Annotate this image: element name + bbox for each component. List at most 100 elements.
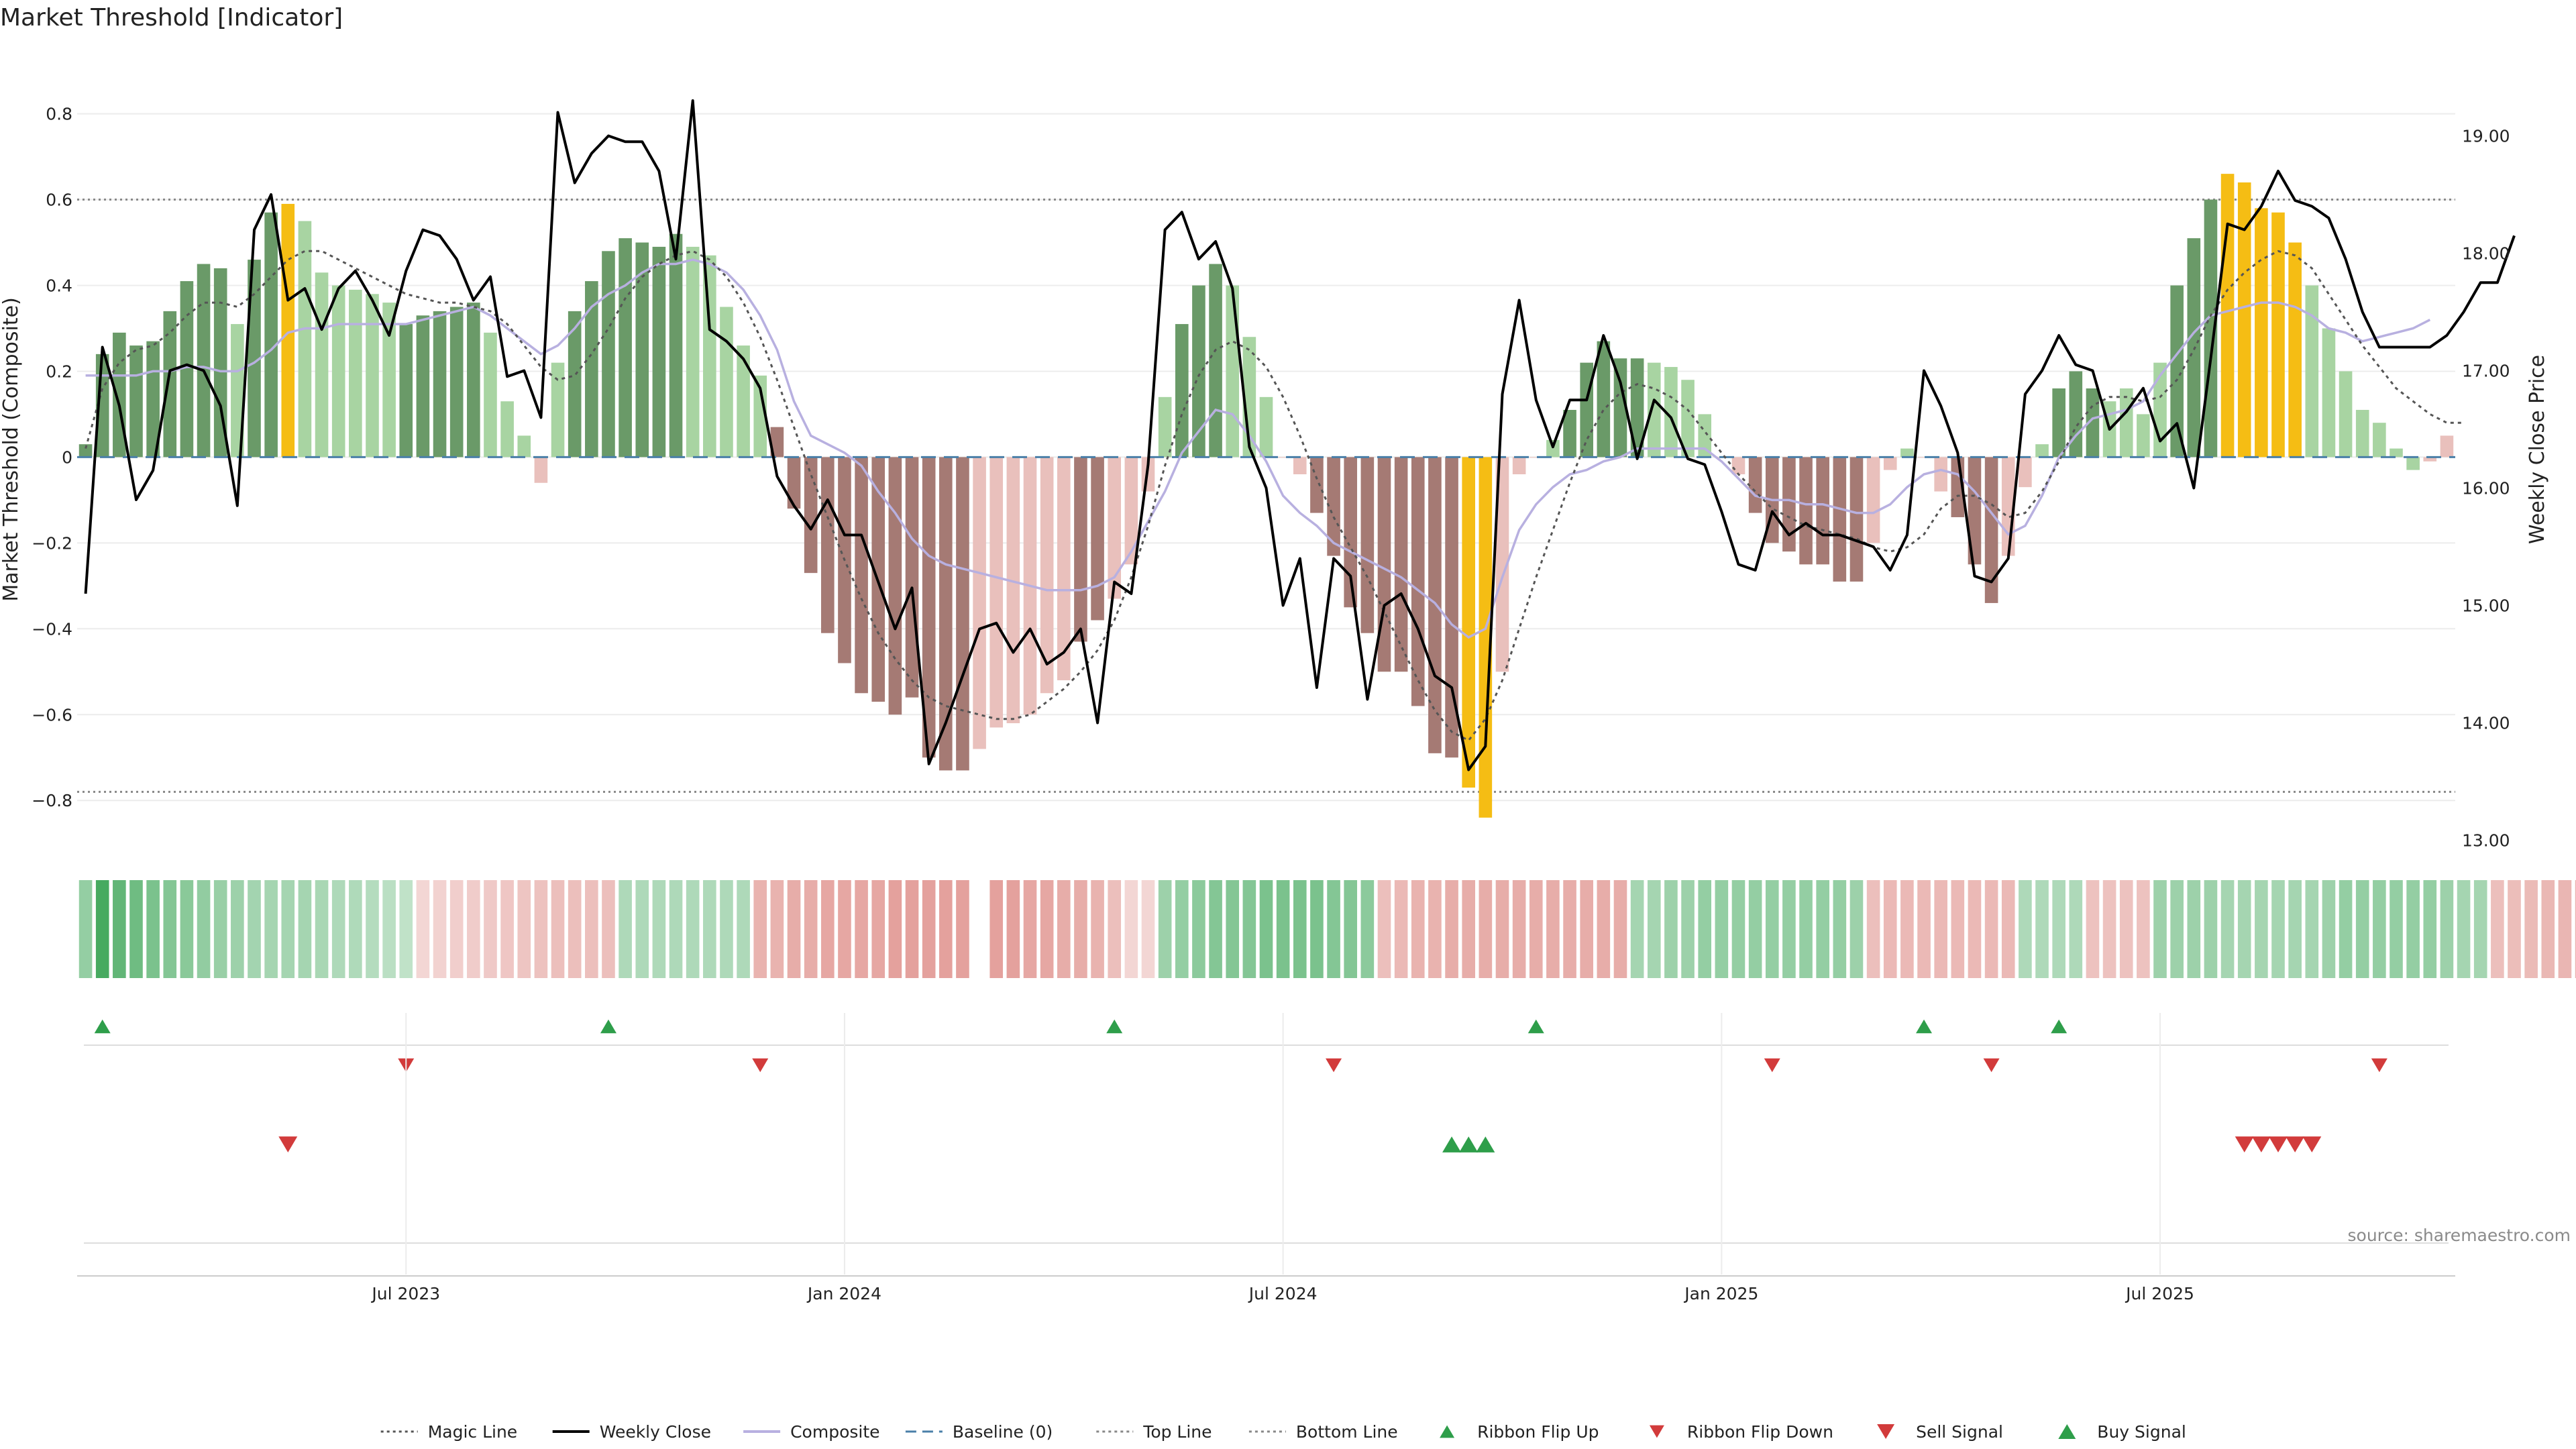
ribbon-cell <box>1698 880 1711 978</box>
composite-bar <box>1563 410 1576 458</box>
x-axis-ticks: Jul 2023 Jan 2024 Jul 2024 Jan 2025 Jul 2025 <box>77 1013 2455 1303</box>
composite-bar <box>1613 358 1627 458</box>
ribbon-cell <box>2170 880 2184 978</box>
legend-item: Composite <box>743 1422 880 1442</box>
ribbon-cell <box>1259 880 1273 978</box>
composite-bar <box>1344 457 1358 608</box>
y2-tick-label: 17.00 <box>2462 362 2510 381</box>
ribbon-cell <box>1900 880 1914 978</box>
ribbon-cell <box>180 880 194 978</box>
composite-bar <box>1360 457 1375 633</box>
ribbon-cell <box>2119 880 2133 978</box>
y-tick-label: −0.6 <box>32 705 72 724</box>
composite-bar <box>804 457 818 574</box>
y2-tick-label: 15.00 <box>2462 596 2510 616</box>
composite-bar <box>888 457 902 715</box>
composite-bar <box>1074 457 1087 642</box>
ribbon-cell <box>568 880 582 978</box>
ribbon-cell <box>1124 880 1138 978</box>
legend-label: Buy Signal <box>2097 1422 2186 1442</box>
legend-label: Baseline (0) <box>953 1422 1053 1442</box>
y-tick-label: 0 <box>62 447 72 467</box>
ribbon-cell <box>1681 880 1695 978</box>
legend-item: Baseline (0) <box>905 1422 1053 1442</box>
sell-signal-marker <box>2235 1136 2254 1152</box>
ribbon-cell <box>2153 880 2167 978</box>
composite-bar <box>213 268 227 458</box>
ribbon-cell <box>1883 880 1897 978</box>
ribbon-cell <box>1242 880 1256 978</box>
y2-tick-label: 18.00 <box>2462 244 2510 264</box>
legend-label: Weekly Close <box>600 1422 711 1442</box>
sell-signal-marker <box>278 1136 298 1152</box>
ribbon-cell <box>737 880 750 978</box>
ribbon-cell <box>1293 880 1307 978</box>
legend-label: Composite <box>790 1422 879 1442</box>
x-tick-label: Jul 2025 <box>2125 1284 2194 1303</box>
composite-bar <box>2255 208 2268 458</box>
ribbon-flip-up-marker <box>94 1019 111 1034</box>
ribbon-cell <box>213 880 227 978</box>
ribbon-cell <box>2524 880 2538 978</box>
ribbon-cell <box>1192 880 1205 978</box>
composite-bar <box>686 246 700 458</box>
ribbon-flip-up-marker <box>1916 1019 1933 1034</box>
chart-title: Market Threshold [Indicator] <box>0 4 343 32</box>
ribbon-cell <box>720 880 733 978</box>
legend-item: Ribbon Flip Down <box>1649 1422 1833 1442</box>
ribbon-cell <box>2508 880 2521 978</box>
legend-swatch <box>1877 1424 1895 1440</box>
composite-bar <box>568 311 582 458</box>
x-tick-label: Jul 2023 <box>370 1284 440 1303</box>
ribbon-cell <box>585 880 598 978</box>
composite-bar <box>1698 414 1711 458</box>
composite-bar <box>467 303 480 458</box>
ribbon-cell <box>1057 880 1071 978</box>
composite-bar <box>449 307 464 458</box>
composite-bar <box>1816 457 1829 565</box>
composite-bar <box>2137 414 2150 458</box>
ribbon-flip-up-marker <box>1106 1019 1123 1034</box>
composite-bar <box>1276 457 1290 458</box>
composite-bar <box>416 315 430 458</box>
ribbon-cell <box>2305 880 2319 978</box>
composite-bar <box>2237 182 2251 458</box>
composite-bar <box>1293 457 1307 474</box>
ribbon-cell <box>871 880 885 978</box>
composite-bar <box>1445 457 1458 758</box>
ribbon-cell <box>1108 880 1122 978</box>
ribbon-cell <box>922 880 936 978</box>
composite-bar <box>1968 457 1982 565</box>
ribbon-cell <box>1310 880 1324 978</box>
composite-bar <box>1900 448 1914 458</box>
composite-bar <box>703 255 716 458</box>
legend-item: Weekly Close <box>552 1422 711 1442</box>
ribbon-cell <box>1023 880 1037 978</box>
ribbon-cell <box>2204 880 2218 978</box>
composite-bar <box>2322 328 2336 458</box>
composite-bar <box>1799 457 1813 565</box>
composite-bar <box>1327 457 1340 556</box>
ribbon-cell <box>2086 880 2100 978</box>
ribbon-cell <box>1833 880 1847 978</box>
ribbon-cell <box>2558 880 2572 978</box>
ribbon-cell <box>1040 880 1054 978</box>
composite-bar <box>1580 362 1594 458</box>
ribbon-cell <box>753 880 767 978</box>
ribbon-cell <box>1748 880 1762 978</box>
composite-bar <box>1849 457 1864 582</box>
ribbon-cell <box>2271 880 2285 978</box>
composite-bar <box>2406 457 2420 470</box>
composite-bar <box>1040 457 1054 694</box>
ribbon-cell <box>2255 880 2268 978</box>
ribbon-cell <box>2288 880 2302 978</box>
ribbon-cell <box>703 880 716 978</box>
y-tick-label: −0.2 <box>32 533 72 553</box>
ribbon-cell <box>264 880 278 978</box>
composite-bar <box>1091 457 1104 621</box>
composite-bar <box>1917 457 1931 458</box>
ribbon-flip-down-marker <box>1326 1058 1342 1073</box>
composite-bar <box>1377 457 1391 672</box>
composite-bar <box>1462 457 1476 788</box>
